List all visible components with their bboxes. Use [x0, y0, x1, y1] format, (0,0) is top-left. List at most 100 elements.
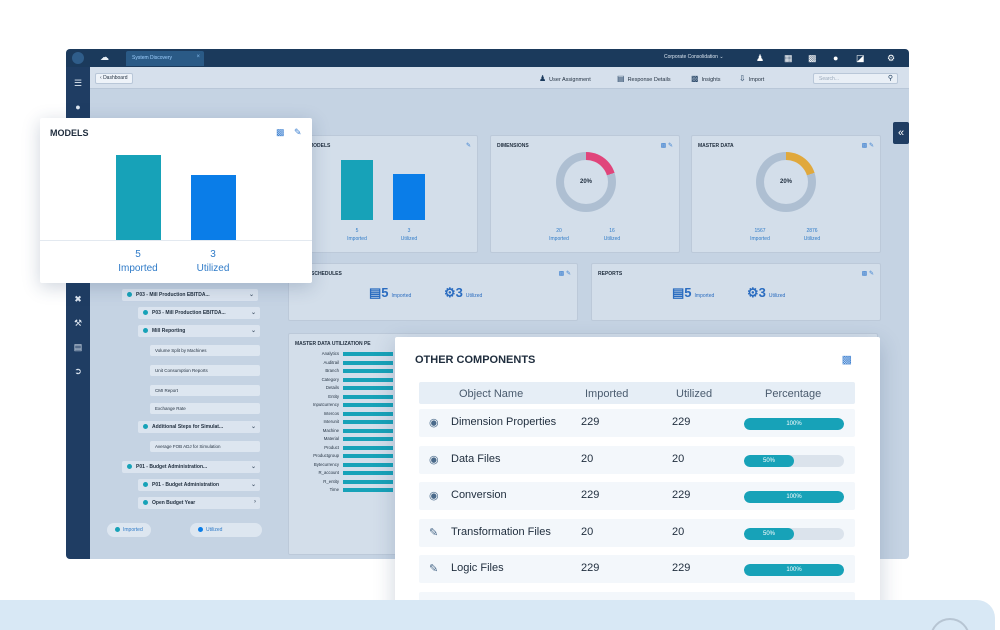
tools-icon[interactable]: ✖ [74, 294, 82, 304]
table-row[interactable]: ◉ Dimension Properties 229 229 100% [419, 409, 855, 437]
monitor-icon[interactable]: ◪ [856, 53, 865, 63]
object-name: Transformation Files [451, 525, 551, 538]
report-icon[interactable]: ▤ [73, 342, 83, 352]
dashboard-icon[interactable]: ● [75, 102, 81, 112]
tree-node[interactable]: Additional Steps for Simulat... ⌄ [138, 421, 260, 433]
gears-icon: ⚙ [444, 285, 456, 300]
imported-count: 229 [581, 562, 600, 574]
close-tab-icon[interactable]: × [196, 54, 200, 60]
tree-leaf[interactable]: Volume Split by Machines [150, 345, 260, 356]
chevron-down-icon[interactable]: ⌄ [250, 464, 256, 470]
dimensions-imported-value: 20 [556, 228, 562, 234]
tree-node-label: P03 - Mill Production EBITDA... [136, 292, 210, 298]
logout-icon[interactable]: ➲ [74, 366, 82, 376]
tree-node[interactable]: Open Budget Year › [138, 497, 260, 509]
percentage-fill: 50% [744, 454, 794, 467]
schedules-chart-icon[interactable]: ▩ ✎ [558, 271, 571, 277]
collapse-panel-button[interactable]: « [893, 122, 909, 144]
mdu-bar-label: Intercos [323, 410, 339, 416]
gear-icon[interactable]: ⚙ [887, 53, 896, 63]
grid-icon[interactable]: ▦ [784, 53, 793, 63]
table-row[interactable]: ◉ Data Files 20 20 50% [419, 445, 855, 474]
table-row[interactable]: ◉ Conversion 229 229 100% [419, 482, 855, 510]
mdu-bar [343, 488, 393, 492]
tree-node[interactable]: P01 - Budget Administration... ⌄ [122, 461, 260, 473]
table-row[interactable]: ✎ Transformation Files 20 20 50% [419, 518, 855, 547]
user-assignment-button[interactable]: ♟ User Assignment [539, 74, 591, 83]
document-icon: ▤ [617, 74, 625, 83]
chevron-down-icon[interactable]: ⌄ [250, 310, 256, 316]
menu-icon[interactable]: ☰ [73, 78, 83, 88]
imported-value: 5 [355, 228, 359, 234]
tree-node[interactable]: P03 - Mill Production EBITDA... ⌄ [122, 289, 258, 301]
mdu-bar-label: Product [324, 444, 339, 450]
tree-leaf[interactable]: Average FOB ADJ for Simulation [150, 441, 260, 452]
percentage-fill: 100% [744, 418, 844, 430]
back-to-dashboard-button[interactable]: ‹ Dashboard [95, 73, 133, 84]
table-row[interactable]: ✎ Logic Files 229 229 100% [419, 555, 855, 583]
schedules-imported-label: Imported [391, 293, 412, 299]
wrench-icon[interactable]: ⚒ [73, 318, 83, 328]
status-dot [143, 424, 148, 430]
context-selector[interactable]: Corporate Consolidation ⌄ [664, 54, 724, 60]
mdu-bar [343, 462, 393, 467]
chevron-down-icon[interactable]: ⌄ [250, 328, 256, 334]
bar-chart-icon[interactable]: ▩ [276, 127, 285, 137]
building-icon[interactable]: ▩ [808, 53, 817, 63]
tree-node[interactable]: P01 - Budget Administration ⌄ [138, 479, 260, 491]
tree-leaf[interactable]: CMI Report [150, 385, 260, 396]
edit-icon[interactable]: ✎ [465, 143, 471, 149]
edit-icon[interactable]: ✎ [294, 127, 302, 137]
table-header: Object Name Imported Utilized Percentage [419, 382, 855, 404]
import-button[interactable]: ⇩ Import [739, 74, 764, 83]
utilized-count: 229 [672, 489, 691, 501]
chevron-down-icon[interactable]: ⌄ [250, 482, 256, 488]
models-card: MODELS ▩ ✎ 5 Imported 3 Utilized [40, 118, 312, 283]
percentage-label: 100% [786, 421, 802, 427]
eye-icon[interactable]: ◉ [429, 417, 439, 429]
tree-leaf[interactable]: Unit Consumption Reports [150, 365, 260, 376]
back-chevron-icon: ‹ [100, 75, 104, 81]
eye-icon[interactable]: ◉ [429, 453, 439, 466]
utilized-label: Utilized [400, 236, 418, 242]
response-details-button[interactable]: ▤ Response Details [617, 74, 671, 83]
tree-leaf[interactable]: Exchange Rate [150, 403, 260, 414]
mdu-title: MASTER DATA UTILIZATION PE [295, 341, 371, 347]
mdu-bar-label: Time [329, 487, 339, 492]
app-logo[interactable] [72, 52, 84, 64]
utilized-bar [393, 174, 425, 220]
tab-system-discovery[interactable]: System Discovery × [126, 51, 204, 66]
response-details-label: Response Details [627, 77, 671, 83]
insights-button[interactable]: ▩ Insights [691, 74, 721, 83]
imported-count: 20 [581, 452, 594, 465]
dimensions-chart-icon[interactable]: ▩ ✎ [660, 143, 673, 149]
mdu-bar-label: Material [323, 436, 339, 441]
column-header: Utilized [676, 388, 713, 400]
search-input[interactable]: Search... ⚲ [813, 73, 898, 84]
tree-node[interactable]: P03 - Mill Production EBITDA... ⌄ [138, 307, 260, 319]
legend-dot [198, 527, 203, 533]
home-icon[interactable]: ☁ [100, 52, 109, 62]
bar-chart-icon[interactable]: ▩ [841, 354, 852, 366]
reports-chart-icon[interactable]: ▩ ✎ [861, 271, 874, 277]
eye-icon[interactable]: ◉ [429, 490, 439, 502]
users-icon[interactable]: ♟ [756, 53, 765, 63]
object-name: Logic Files [451, 562, 504, 574]
master-data-chart-icon[interactable]: ▩ ✎ [861, 143, 874, 149]
tree-node[interactable]: Mill Reporting ⌄ [138, 325, 260, 337]
reports-imported-count: ▤5 Imported [672, 285, 714, 301]
chevron-right-icon[interactable]: › [254, 499, 256, 505]
search-icon[interactable]: ⚲ [887, 75, 893, 82]
edit-icon[interactable]: ✎ [429, 563, 439, 575]
legend-imported[interactable]: Imported [107, 523, 151, 537]
models-imported-value: 5 [135, 249, 141, 260]
chevron-down-icon[interactable]: ⌄ [250, 424, 256, 430]
status-dot [127, 292, 132, 298]
edit-icon[interactable]: ✎ [429, 526, 439, 539]
bell-icon[interactable]: ● [833, 53, 839, 63]
mdu-bar [343, 352, 393, 356]
status-dot [143, 328, 148, 334]
models-title: MODELS [50, 128, 89, 138]
legend-utilized[interactable]: Utilized [190, 523, 262, 537]
chevron-down-icon[interactable]: ⌄ [248, 292, 254, 298]
